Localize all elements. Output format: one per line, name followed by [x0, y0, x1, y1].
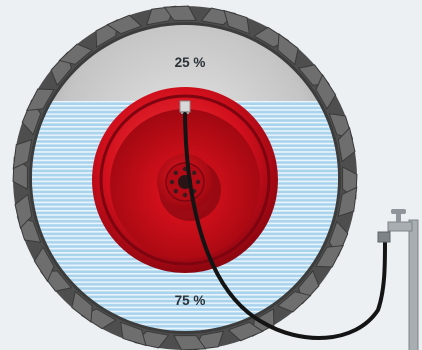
water-percentage-label: 75 % [175, 293, 206, 308]
tap-handle [391, 209, 406, 214]
tread-lug [71, 290, 93, 324]
tread-lug [276, 291, 312, 313]
tread-lug [337, 186, 358, 217]
tread-lug [223, 9, 250, 35]
tread-lug [163, 5, 197, 21]
tread-lug [25, 88, 55, 112]
hose-icon [183, 112, 387, 340]
hub-bolt [173, 188, 179, 194]
rim-lip [99, 94, 271, 266]
hub-bolt [195, 179, 201, 185]
rim-icon [92, 87, 278, 273]
tread-lug [315, 73, 337, 110]
water-tap-icon [377, 209, 419, 350]
hub-bolt [182, 192, 188, 198]
tap-spout [387, 221, 413, 232]
valve-body [179, 100, 191, 113]
tread-lug [227, 321, 264, 342]
air-percentage-label: 25 % [175, 55, 206, 70]
tread-lug [315, 244, 345, 268]
hub-bolt [191, 170, 197, 176]
hub-bolt [169, 179, 175, 185]
tap-pipe-vertical [408, 219, 419, 350]
tread-lug [12, 139, 33, 170]
tread-lug [277, 32, 299, 66]
hub-bolt [173, 170, 179, 176]
tread-lug [58, 43, 94, 65]
tread-lug [14, 193, 33, 229]
tap-nozzle [377, 231, 391, 243]
tread-lug [337, 127, 356, 163]
tread-lugs [12, 5, 358, 350]
hub-bolt [182, 166, 188, 172]
tread-lug [120, 321, 147, 347]
tread-lug [33, 246, 55, 283]
tap-handle-stem [396, 213, 401, 222]
tread-lug [106, 14, 143, 35]
